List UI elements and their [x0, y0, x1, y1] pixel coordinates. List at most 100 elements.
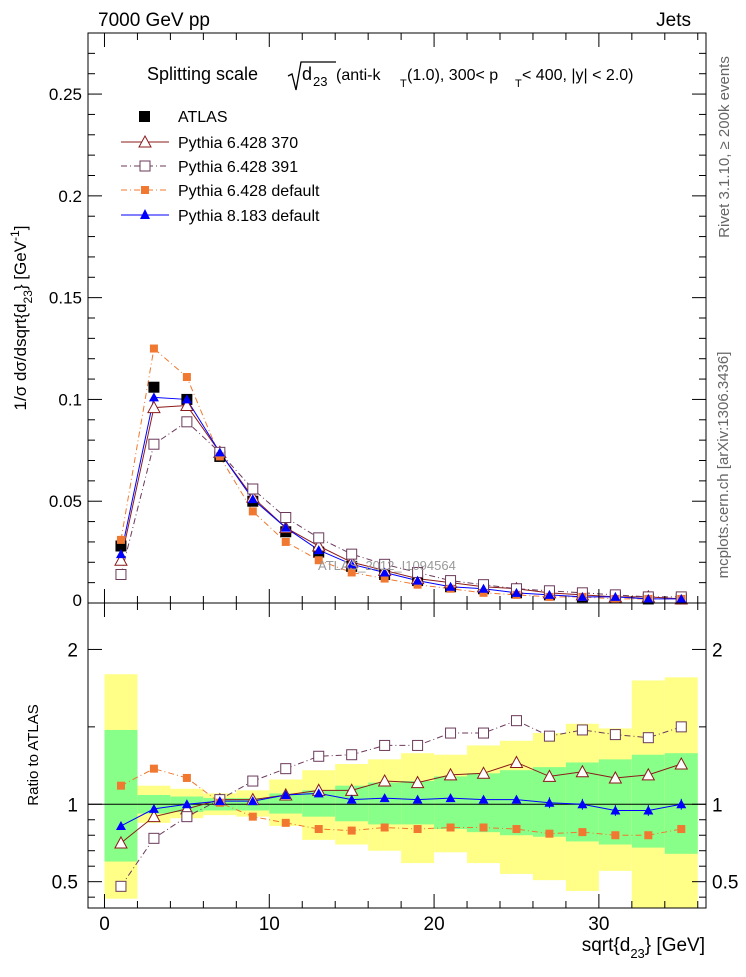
main-point-s1-0	[114, 553, 128, 566]
ratio-point-s2-7	[347, 826, 356, 835]
ratio-point-s2-11	[479, 823, 488, 832]
ratio-point-s1-17	[675, 721, 687, 733]
main-point-s2-7	[346, 548, 358, 560]
main-ytick-label-1: 0.1	[58, 390, 82, 409]
ratio-point-s3-3	[214, 796, 225, 806]
side-label-rivet: Rivet 3.1.10, ≥ 200k events	[716, 56, 733, 238]
band-inner-10	[434, 776, 468, 830]
ratio-point-s2-4	[248, 812, 257, 821]
main-point-s4-9	[412, 575, 423, 585]
main-point-s4-10	[445, 581, 456, 591]
ratio-point-s3-10	[445, 793, 456, 803]
ratio-point-s2-2	[182, 773, 191, 782]
legend-label-atlas: ATLAS	[178, 109, 228, 126]
ratio-point-s3-9	[412, 794, 423, 804]
ratio-point-s1-1	[148, 832, 160, 844]
main-point-s4-17	[676, 593, 687, 603]
main-point-s4-7	[346, 559, 357, 569]
ratio-point-s1-9	[412, 739, 424, 751]
legend-label-p6def: Pythia 6.428 default	[178, 183, 320, 200]
legend-marker-p391	[139, 160, 151, 172]
main-point-s1-2	[180, 398, 194, 412]
legend-label-p370: Pythia 6.428 370	[178, 135, 298, 152]
watermark: ATLAS_2012_I1094564	[318, 558, 456, 573]
main-ytick-label-zero: 0	[73, 591, 82, 610]
main-point-s4-5	[280, 522, 291, 532]
ratio-point-s1-12	[510, 715, 522, 727]
ratio-point-s0-11	[476, 766, 491, 779]
ratio-point-s0-15	[608, 770, 623, 784]
main-point-s0-0	[115, 540, 127, 552]
side-label-mcplots: mcplots.cern.ch [arXiv:1306.3436]	[715, 351, 732, 579]
main-point-s4-11	[478, 583, 489, 593]
ratio-point-s3-16	[643, 805, 654, 815]
main-point-s2-4	[247, 483, 259, 495]
ratio-point-s2-15	[611, 831, 620, 840]
ratio-point-s3-14	[577, 799, 588, 809]
ratio-point-s2-8	[380, 823, 389, 832]
legend-marker-p370	[138, 134, 152, 148]
ratio-point-s2-16	[644, 831, 653, 840]
main-point-s2-0	[115, 569, 127, 580]
sqrt-sign	[287, 61, 336, 91]
ratio-point-s2-14	[578, 828, 587, 837]
main-y-label-sub: 23	[21, 290, 35, 304]
plot-title-part2: (1.0), 300< p	[407, 67, 498, 84]
ratio-point-s3-11	[478, 794, 489, 804]
ratio-plot-frame	[87, 602, 707, 909]
ratio-point-s3-6	[313, 788, 324, 798]
legend-marker-atlas	[139, 111, 150, 122]
main-point-s4-16	[643, 593, 654, 603]
main-point-s2-1	[148, 438, 160, 450]
ratio-point-s1-10	[445, 727, 457, 739]
main-point-s4-1	[148, 392, 159, 402]
ratio-point-s1-11	[478, 727, 490, 739]
ratio-point-s2-17	[677, 825, 686, 834]
ratio-point-s0-16	[641, 767, 656, 781]
main-point-s3-1	[149, 344, 158, 353]
main-point-s4-2	[181, 394, 192, 404]
main-ytick-label-2: 0.15	[49, 289, 82, 308]
plot-title-sym-sub: 23	[313, 74, 327, 89]
main-point-s3-4	[248, 507, 257, 516]
ratio-plot: 0.5 0.51 12 20 10 20 30 Ratio to ATLAS sqrt{d2…	[25, 602, 738, 961]
ratio-point-s3-12	[511, 794, 522, 804]
ratio-point-s3-0	[115, 820, 126, 830]
main-ytick-label-3: 0.2	[58, 187, 82, 206]
ratio-point-s0-14	[575, 764, 590, 778]
ratio-point-s2-1	[149, 764, 158, 773]
ratio-point-s1-4	[247, 775, 259, 787]
ratio-ytick-label-right-2: 2	[712, 640, 723, 661]
main-point-s0-1	[148, 381, 160, 393]
main-point-s3-8	[380, 574, 389, 583]
ratio-point-s3-15	[610, 805, 621, 815]
ratio-point-s3-17	[676, 799, 687, 809]
main-y-label-b: } [GeV	[11, 240, 30, 290]
main-point-s3-5	[281, 537, 290, 546]
main-point-s4-3	[214, 447, 225, 457]
main-point-s3-7	[347, 568, 356, 577]
main-point-s4-14	[577, 591, 588, 601]
main-point-s4-12	[511, 587, 522, 597]
ratio-point-s2-13	[545, 829, 554, 838]
plot-title-part1: (anti-k	[336, 67, 381, 84]
main-point-s3-9	[413, 580, 422, 589]
main-point-s4-13	[544, 589, 555, 599]
ratio-point-s3-2	[181, 799, 192, 809]
ratio-point-s3-1	[148, 803, 159, 813]
main-y-label-sup: -1	[8, 230, 22, 241]
main-point-s1-1	[147, 400, 161, 414]
main-point-s3-0	[116, 535, 125, 544]
ratio-ytick-label-left-1: 1	[67, 795, 78, 816]
ratio-point-s0-1	[147, 809, 161, 823]
ratio-xtick-label-0: 0	[99, 914, 110, 935]
ratio-point-s0-17	[674, 756, 689, 770]
main-y-label-a: 1/σ dσ/dsqrt{d	[11, 303, 30, 410]
plot-title-part2-sub: T	[515, 78, 522, 90]
band-inner-5	[269, 793, 303, 814]
x-axis-label: sqrt{d23} [GeV]	[582, 935, 705, 961]
plot-title-part1-sub: T	[400, 78, 407, 90]
plot-title: Splitting scale d 23 (anti-k T (1.0), 30…	[147, 61, 634, 91]
plot-title-sym: d	[302, 64, 312, 84]
